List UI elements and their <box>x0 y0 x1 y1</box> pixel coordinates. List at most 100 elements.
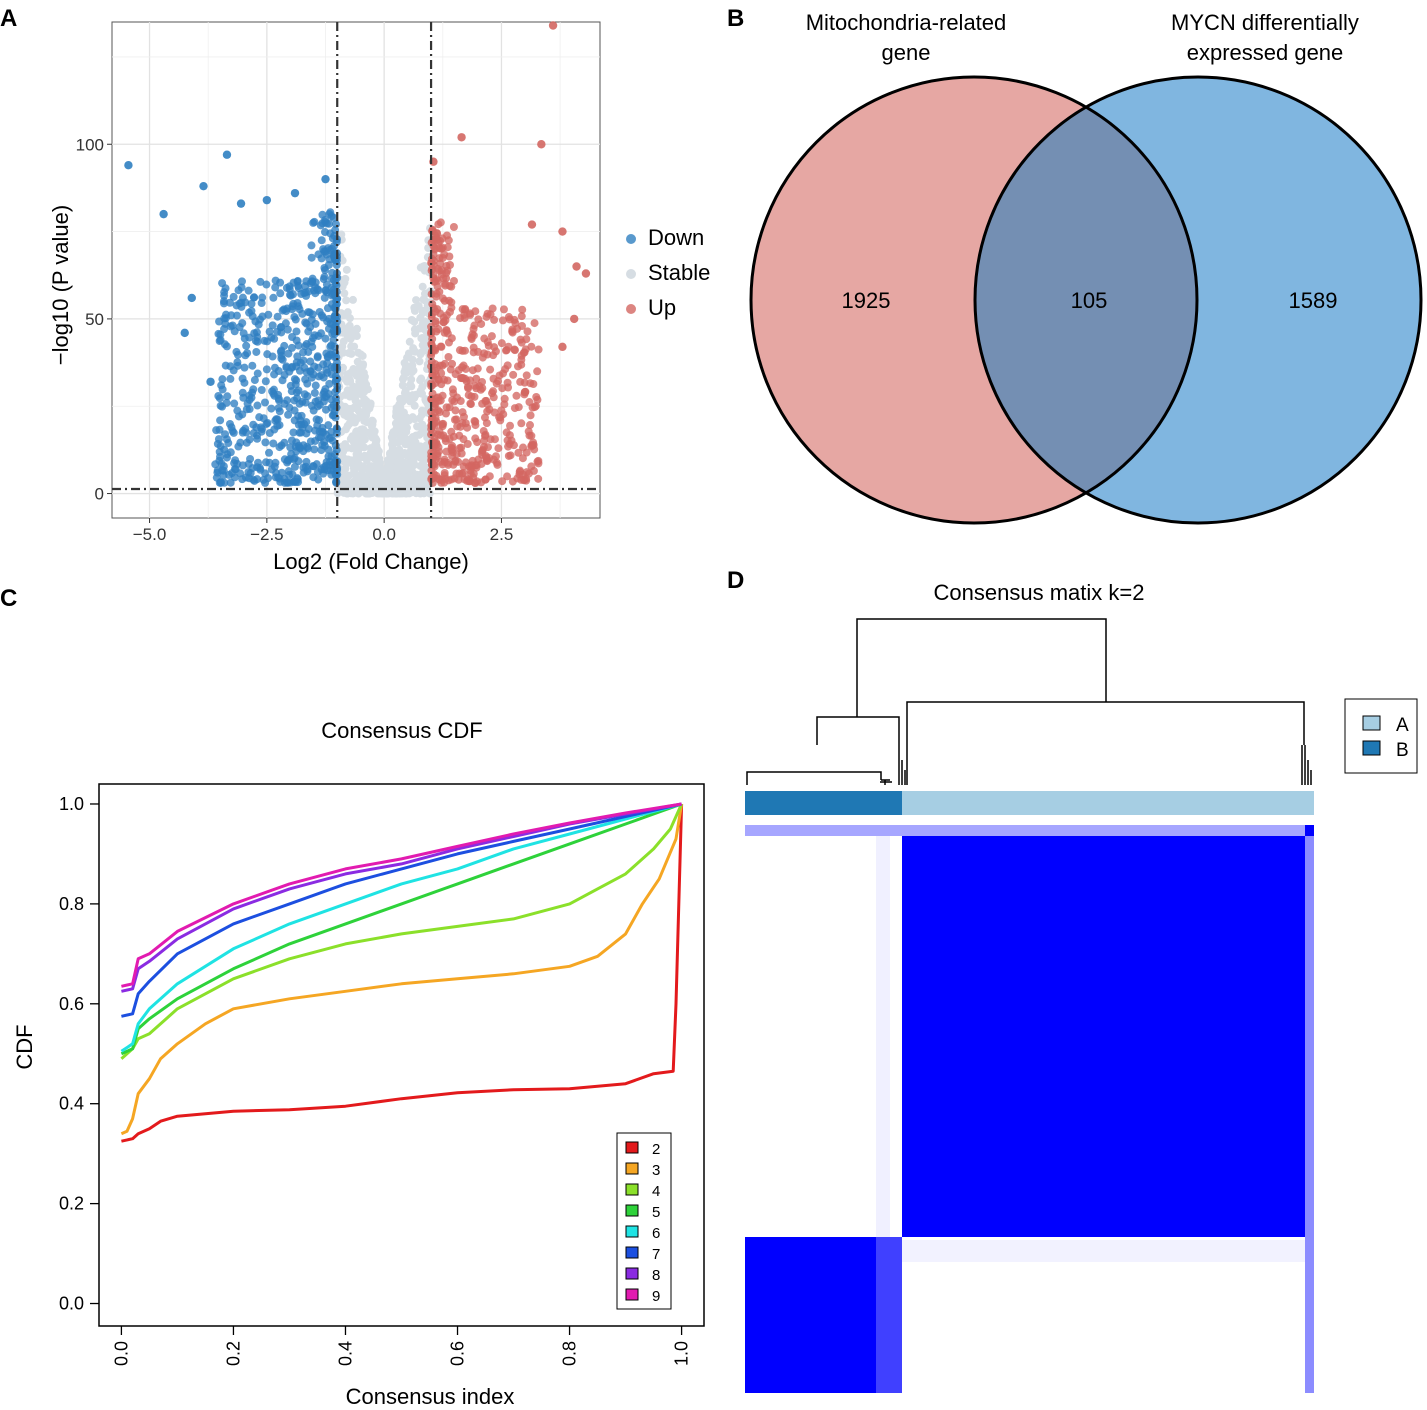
stable-point <box>340 476 349 485</box>
down-point <box>321 286 330 295</box>
down-point <box>261 398 270 407</box>
down-point <box>231 456 240 465</box>
down-point <box>273 312 282 321</box>
venn-set2-title-line2: expressed gene <box>1187 40 1344 65</box>
up-point <box>445 307 454 316</box>
up-point <box>466 399 475 408</box>
stable-point <box>351 397 360 406</box>
volcano-x-axis-title: Log2 (Fold Change) <box>273 549 469 574</box>
down-point <box>302 429 311 438</box>
up-point <box>440 296 449 305</box>
down-point <box>238 319 247 328</box>
stable-point <box>362 456 371 465</box>
venn-set1-title-line2: gene <box>882 40 931 65</box>
down-point <box>309 406 318 415</box>
stable-point <box>368 417 377 426</box>
up-point <box>526 411 535 420</box>
up-point <box>572 262 581 271</box>
down-point <box>299 356 308 365</box>
stable-point <box>407 368 416 377</box>
down-point <box>322 458 331 467</box>
down-point <box>238 461 247 470</box>
stable-point <box>369 430 378 439</box>
up-point <box>444 338 453 347</box>
stable-point <box>362 481 371 490</box>
down-point <box>317 329 326 338</box>
down-point <box>237 277 246 286</box>
down-point <box>299 348 308 357</box>
down-point <box>261 377 270 386</box>
down-point <box>300 390 309 399</box>
up-point <box>436 431 445 440</box>
down-point <box>240 363 249 372</box>
down-point <box>261 478 270 487</box>
up-point <box>427 258 436 267</box>
legend-a-label: A <box>1396 715 1409 736</box>
down-point <box>283 396 292 405</box>
cdf-lines <box>120 802 684 1143</box>
stable-point <box>371 438 380 447</box>
stable-point <box>417 374 426 383</box>
down-point <box>313 467 322 476</box>
down-point <box>313 353 322 362</box>
up-point <box>497 339 506 348</box>
up-point <box>435 408 444 417</box>
down-point <box>220 478 229 487</box>
down-point <box>306 357 315 366</box>
up-point <box>517 475 526 484</box>
up-point <box>510 346 519 355</box>
down-point <box>257 385 266 394</box>
stable-point <box>369 472 378 481</box>
up-point <box>499 305 508 314</box>
x-tick-label: 0.0 <box>111 1341 131 1366</box>
down-point <box>238 428 247 437</box>
up-point <box>548 21 558 30</box>
up-point <box>527 220 537 229</box>
up-point <box>470 321 479 330</box>
stable-point <box>396 455 405 464</box>
up-point <box>441 316 450 325</box>
venn-set1-title-line1: Mitochondria-related <box>806 10 1007 35</box>
cdf-line-k2 <box>121 803 684 1143</box>
up-point <box>430 244 439 253</box>
stable-point <box>417 421 426 430</box>
stable-point <box>417 472 426 481</box>
down-point <box>187 293 196 303</box>
down-point <box>229 292 238 301</box>
stable-point <box>402 489 411 498</box>
down-point <box>298 309 307 318</box>
volcano-threshold-lines <box>112 22 600 518</box>
down-point <box>223 392 232 401</box>
venn-set2-title-line1: MYCN differentially <box>1171 10 1359 35</box>
up-point <box>448 444 457 453</box>
legend-up-label: Up <box>648 295 676 320</box>
down-point <box>249 429 258 438</box>
down-point <box>250 376 259 385</box>
down-point <box>218 375 227 384</box>
up-point <box>510 315 519 324</box>
down-point <box>332 256 341 265</box>
up-point <box>517 355 526 364</box>
stable-point <box>349 404 358 413</box>
up-point <box>447 427 456 436</box>
up-point <box>530 319 539 328</box>
stable-point <box>402 423 411 432</box>
down-point <box>225 419 234 428</box>
stable-point <box>401 386 410 395</box>
up-point <box>476 385 485 394</box>
stable-point <box>420 296 429 305</box>
stable-point <box>346 330 355 339</box>
up-point <box>432 292 441 301</box>
down-point <box>325 379 334 388</box>
stable-point <box>388 452 397 461</box>
cdf-legend: 2 3 4 5 6 7 8 9 <box>616 1132 672 1310</box>
volcano-ticks: −5.0 −2.5 0.0 2.5 0 50 100 <box>76 135 514 544</box>
down-point <box>254 458 263 467</box>
stable-point <box>379 473 388 482</box>
panel-label-c: C <box>0 585 17 612</box>
up-point <box>505 440 514 449</box>
stable-point <box>414 447 423 456</box>
down-point <box>282 478 291 487</box>
down-point <box>230 399 239 408</box>
